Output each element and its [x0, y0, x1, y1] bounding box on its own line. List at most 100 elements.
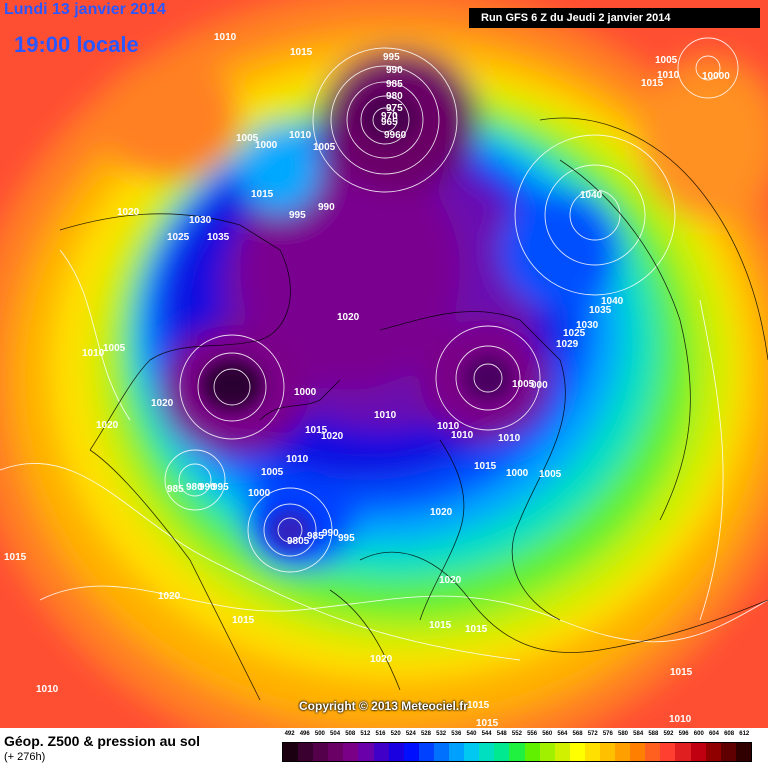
scale-tick: 516 [375, 731, 386, 737]
scale-tick: 536 [451, 731, 462, 737]
pressure-label: 1010 [36, 684, 59, 695]
pressure-label: 1020 [158, 591, 181, 602]
pressure-label: 985 [167, 484, 184, 495]
scale-swatch [705, 743, 721, 761]
pressure-label: 1010 [286, 454, 309, 465]
scale-tick: 548 [496, 731, 507, 737]
scale-tick: 576 [602, 731, 613, 737]
scale-swatch [675, 743, 691, 761]
scale-tick: 596 [678, 731, 689, 737]
scale-tick: 600 [693, 731, 704, 737]
scale-swatch [584, 743, 600, 761]
pressure-label: 1020 [151, 398, 174, 409]
pressure-label: 1030 [189, 215, 212, 226]
pressure-label: 965 [381, 117, 398, 128]
scale-swatch [298, 743, 314, 761]
pressure-label: 1015 [305, 425, 328, 436]
scale-swatch [328, 743, 344, 761]
pressure-label: 1015 [429, 620, 452, 631]
pressure-label: 1010 [498, 433, 521, 444]
scale-tick: 528 [420, 731, 431, 737]
pressure-label: 1015 [251, 189, 274, 200]
scale-tick: 524 [405, 731, 416, 737]
scale-tick: 568 [572, 731, 583, 737]
scale-swatch [645, 743, 661, 761]
copyright: Copyright © 2013 Meteociel.fr [299, 699, 468, 713]
scale-swatch [418, 743, 434, 761]
scale-tick: 544 [481, 731, 492, 737]
pressure-label: 1029 [556, 339, 579, 350]
scale-swatch [539, 743, 555, 761]
pressure-label: 1005 [655, 55, 678, 66]
scale-tick-labels: 492 496 500 504 508 512 516 520 524 528 532 536 540 5… [282, 731, 752, 737]
pressure-label: 1030 [576, 320, 599, 331]
pressure-label: 1015 [290, 47, 313, 58]
scale-swatch [660, 743, 676, 761]
scale-tick: 612 [739, 731, 750, 737]
scale-swatch [524, 743, 540, 761]
scale-tick: 552 [511, 731, 522, 737]
pressure-label: 980 [386, 91, 403, 102]
scale-tick: 556 [527, 731, 538, 737]
scale-swatch [343, 743, 359, 761]
scale-swatch [735, 743, 751, 761]
scale-swatch [690, 743, 706, 761]
pressure-label: 1020 [430, 507, 453, 518]
scale-tick: 508 [345, 731, 356, 737]
scale-swatch [403, 743, 419, 761]
scale-swatch [479, 743, 495, 761]
pressure-label: 1000 [248, 488, 271, 499]
scale-swatch [388, 743, 404, 761]
pressure-label: 1010 [214, 32, 237, 43]
pressure-label: 1010 [374, 410, 397, 421]
pressure-label: 1020 [117, 207, 140, 218]
pressure-label: 1005 [236, 133, 259, 144]
pressure-label: 990 [318, 202, 335, 213]
pressure-label: 1025 [167, 232, 190, 243]
scale-swatch [283, 743, 299, 761]
scale-swatch [373, 743, 389, 761]
map-title: Géop. Z500 & pression au sol [4, 733, 201, 749]
pressure-label: 990 [322, 528, 339, 539]
pressure-label: 1020 [439, 575, 462, 586]
scale-tick: 520 [390, 731, 401, 737]
forecast-date: Lundi 13 janvier 2014 [4, 1, 166, 18]
pressure-label: 995 [383, 52, 400, 63]
scale-tick: 492 [284, 731, 295, 737]
pressure-label: 000 [531, 380, 548, 391]
pressure-label: 1040 [580, 190, 603, 201]
pressure-label: 1015 [467, 700, 490, 711]
scale-swatch [615, 743, 631, 761]
scale-tick: 496 [299, 731, 310, 737]
scale-tick: 500 [314, 731, 325, 737]
pressure-label: 970 [381, 111, 398, 122]
pressure-label: 1015 [641, 78, 664, 89]
pressure-label: 1010 [451, 430, 474, 441]
scale-tick: 564 [557, 731, 568, 737]
pressure-label: 1005 [261, 467, 284, 478]
scale-tick: 512 [360, 731, 371, 737]
pressure-label: 1005 [539, 469, 562, 480]
legend-bar: Géop. Z500 & pression au sol (+ 276h) 49… [0, 728, 768, 768]
pressure-label: 1005 [313, 142, 336, 153]
scale-tick: 592 [663, 731, 674, 737]
pressure-label: 985 [386, 79, 403, 90]
scale-tick: 588 [648, 731, 659, 737]
pressure-label: 1020 [337, 312, 360, 323]
scale-tick: 560 [542, 731, 553, 737]
pressure-label: 9805 [287, 536, 310, 547]
pressure-label: 9960 [384, 130, 407, 141]
scale-swatch [449, 743, 465, 761]
scale-swatch [554, 743, 570, 761]
scale-swatch [599, 743, 616, 761]
pressure-label: 1020 [370, 654, 393, 665]
scale-swatch [509, 743, 525, 761]
pressure-label: 1015 [474, 461, 497, 472]
pressure-label: 1015 [476, 718, 499, 728]
scale-tick: 540 [466, 731, 477, 737]
scale-tick: 608 [724, 731, 735, 737]
pressure-label: 1035 [207, 232, 230, 243]
scale-tick: 572 [587, 731, 598, 737]
scale-swatch [313, 743, 329, 761]
